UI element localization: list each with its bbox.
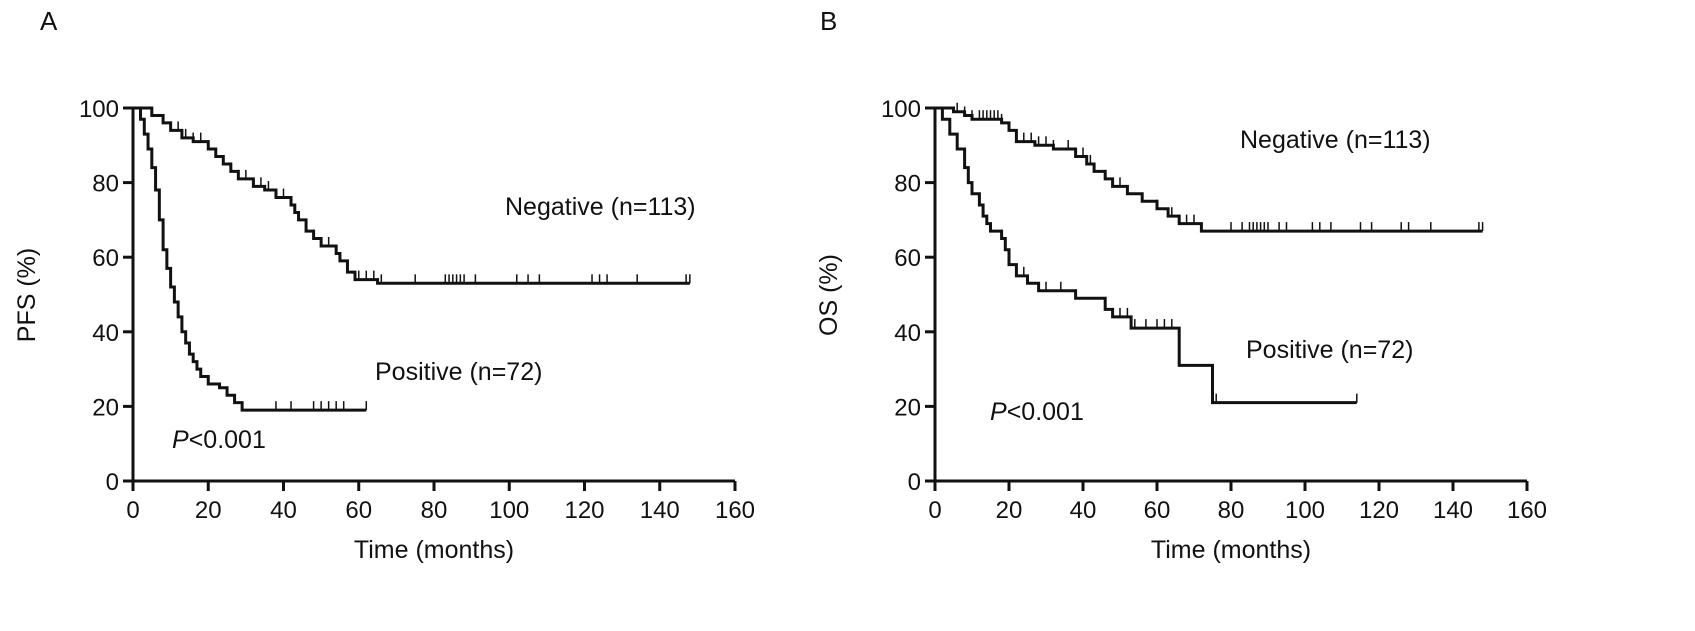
- survival-curve-positive: [133, 106, 367, 412]
- y-tick-label: 60: [92, 245, 119, 272]
- y-axis-label: PFS (%): [13, 248, 41, 342]
- y-axis-label: OS (%): [815, 254, 843, 336]
- x-tick-label: 80: [1218, 497, 1245, 524]
- p-value-annotation: P<0.001: [172, 426, 266, 454]
- series-label: Negative (n=113): [505, 193, 696, 221]
- y-tick-label: 0: [106, 469, 119, 496]
- x-tick-label: 120: [1359, 497, 1399, 524]
- survival-curve-negative: [133, 106, 690, 285]
- p-value-text: <0.001: [189, 426, 266, 454]
- x-tick-label: 100: [1285, 497, 1325, 524]
- panel-a: A 0 20 40 60 80 100 120 140 160 0 20 40 60 80 100 Time (…: [13, 6, 755, 564]
- series-label: Positive (n=72): [375, 358, 542, 386]
- panel-label: A: [40, 6, 58, 36]
- series-label: Negative (n=113): [1240, 126, 1431, 154]
- x-tick-label: 60: [1144, 497, 1171, 524]
- x-tick-label: 120: [564, 497, 604, 524]
- panel-label: B: [820, 6, 837, 36]
- y-tick-label: 40: [894, 320, 921, 347]
- x-tick-label: 60: [345, 497, 372, 524]
- x-tick-label: 100: [489, 497, 529, 524]
- x-tick-label: 20: [996, 497, 1023, 524]
- p-value-annotation: P<0.001: [990, 398, 1084, 426]
- x-axis-label: Time (months): [1151, 536, 1311, 564]
- p-value-symbol: P: [990, 398, 1007, 426]
- y-tick-label: 20: [92, 394, 119, 421]
- y-tick-label: 80: [894, 171, 921, 198]
- y-tick-label: 40: [92, 320, 119, 347]
- x-tick-label: 160: [1507, 497, 1547, 524]
- x-tick-label: 40: [1070, 497, 1097, 524]
- y-tick-label: 0: [908, 469, 921, 496]
- panel-b: B 0 20 40 60 80 100 120 140 160 0 20 40 60 80 100 Time (…: [815, 6, 1547, 564]
- x-tick-label: 140: [640, 497, 680, 524]
- y-tick-label: 60: [894, 245, 921, 272]
- y-tick-label: 80: [92, 171, 119, 198]
- x-tick-label: 0: [928, 497, 941, 524]
- x-tick-label: 140: [1433, 497, 1473, 524]
- x-axis-label: Time (months): [354, 536, 514, 564]
- p-value-text: <0.001: [1007, 398, 1084, 426]
- x-tick-label: 160: [715, 497, 755, 524]
- y-tick-label: 100: [881, 96, 921, 123]
- x-tick-label: 80: [421, 497, 448, 524]
- x-tick-label: 0: [126, 497, 139, 524]
- p-value-symbol: P: [172, 426, 189, 454]
- series-label: Positive (n=72): [1246, 336, 1413, 364]
- y-tick-label: 20: [894, 394, 921, 421]
- y-tick-label: 100: [79, 96, 119, 123]
- x-tick-label: 20: [195, 497, 222, 524]
- x-tick-label: 40: [270, 497, 297, 524]
